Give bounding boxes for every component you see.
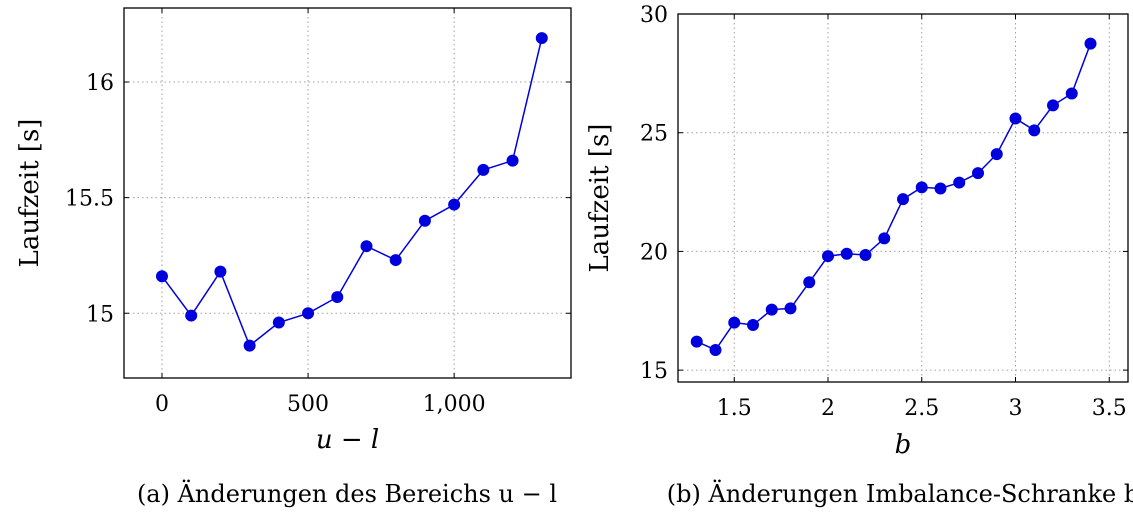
data-point (185, 309, 198, 322)
data-point (214, 265, 227, 278)
data-point (915, 181, 928, 194)
data-point (840, 247, 853, 260)
x-tick-label: 2 (821, 396, 835, 421)
data-point (897, 193, 909, 206)
plot-frame (677, 13, 1129, 383)
data-point (155, 270, 168, 283)
plot-frame (123, 7, 572, 379)
data-point (859, 248, 872, 261)
data-point (990, 148, 1003, 161)
data-point (418, 214, 431, 227)
x-axis-label: b (895, 430, 912, 460)
y-tick-label: 16 (86, 71, 114, 96)
y-tick-label: 15 (86, 302, 114, 327)
data-point (690, 335, 703, 348)
x-tick-label: 3.5 (1092, 396, 1127, 421)
x-tick-label: 1,000 (423, 392, 486, 417)
data-point (972, 167, 984, 180)
data-point (1028, 124, 1041, 137)
x-tick-label: 1.5 (717, 396, 752, 421)
x-axis-label: u − l (316, 425, 379, 455)
data-point (709, 343, 722, 356)
figure-caption: (a) Änderungen des Bereichs u − l (137, 479, 557, 508)
data-point (331, 291, 344, 304)
data-point (765, 303, 778, 316)
y-axis-label: Laufzeit [s] (585, 124, 615, 273)
series-line (696, 43, 1092, 351)
y-axis-label: Laufzeit [s] (15, 119, 45, 268)
data-point (728, 316, 741, 329)
data-point (302, 307, 315, 320)
y-tick-label: 30 (640, 3, 668, 28)
y-tick-label: 15 (640, 359, 668, 384)
chart-b: 1.5 2 2.5 3 3.5 15 20 25 30 b Laufzeit [s] (b) Ände… (585, 3, 1133, 508)
y-tick-label: 20 (640, 240, 668, 265)
data-point (506, 154, 519, 167)
data-point (448, 198, 461, 211)
data-point (934, 182, 947, 195)
data-point (953, 176, 966, 189)
data-point (1047, 99, 1059, 112)
y-tick-label: 25 (640, 122, 668, 147)
data-point (360, 240, 373, 253)
x-tick-label: 3 (1009, 396, 1023, 421)
data-point (535, 32, 548, 45)
data-point (1009, 112, 1022, 125)
x-tick-label: 0 (155, 392, 169, 417)
chart-a: 0 500 1,000 15 15.5 16 u − l Laufzeit [s] (a) Än… (15, 7, 572, 508)
x-tick-label: 2.5 (904, 396, 939, 421)
data-point (803, 276, 816, 289)
data-point (243, 339, 256, 352)
data-point (747, 319, 759, 332)
data-point (822, 250, 834, 263)
data-point (1065, 87, 1078, 100)
data-point (389, 254, 402, 267)
x-tick-label: 500 (287, 392, 329, 417)
y-tick-label: 15.5 (65, 187, 114, 212)
data-point (477, 163, 490, 176)
series-line (161, 37, 543, 347)
data-point (272, 316, 285, 329)
data-point (878, 232, 891, 245)
data-point (1084, 37, 1097, 50)
data-point (784, 302, 797, 315)
figure-caption: (b) Änderungen Imbalance-Schranke b (667, 479, 1133, 508)
